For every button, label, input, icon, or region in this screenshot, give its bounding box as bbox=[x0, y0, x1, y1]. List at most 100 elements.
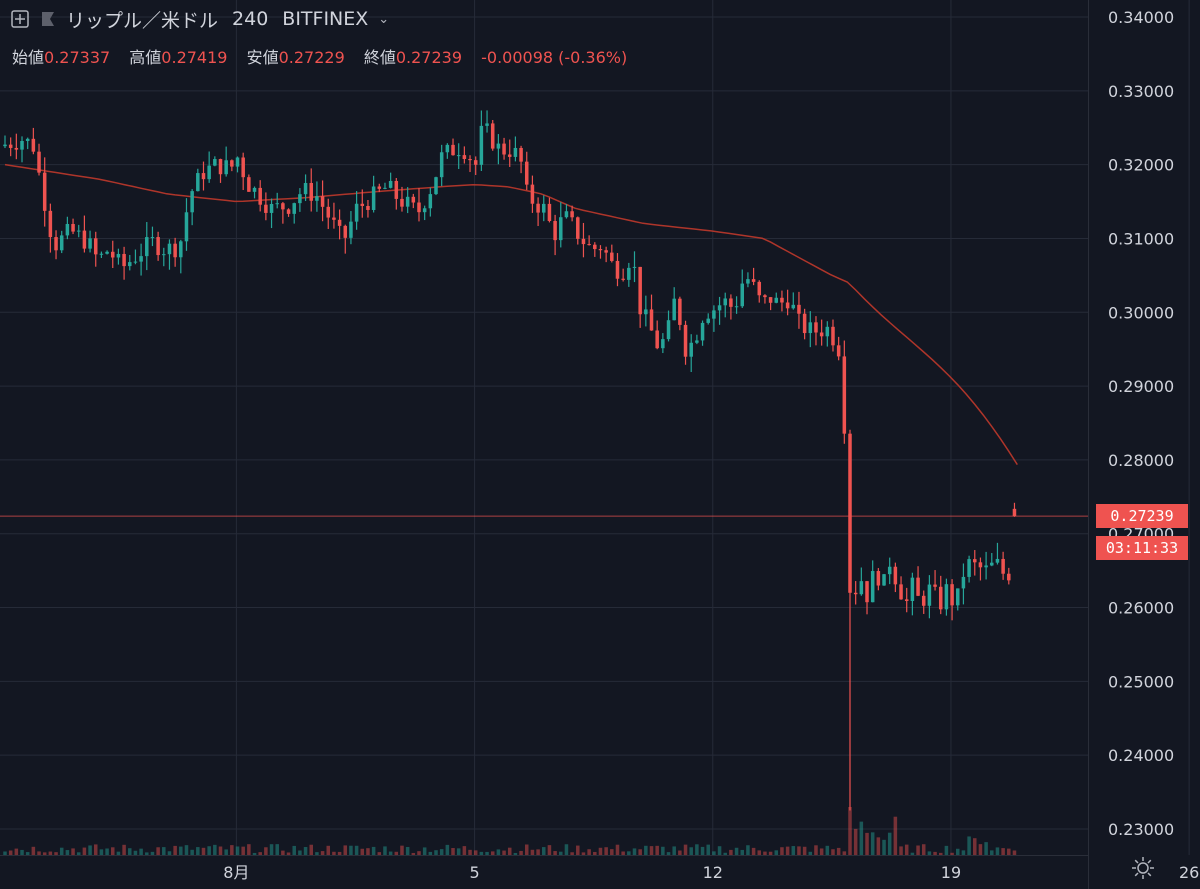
interval[interactable]: 240 bbox=[232, 8, 269, 30]
volume-bar bbox=[882, 839, 886, 855]
volume-bar bbox=[14, 848, 19, 855]
candle-body bbox=[757, 281, 762, 296]
low-label: 安値 bbox=[246, 48, 279, 67]
volume-bar bbox=[961, 850, 966, 855]
candle-body bbox=[740, 283, 745, 307]
candle-body bbox=[621, 278, 625, 280]
candle-body bbox=[201, 173, 206, 180]
volume-bar bbox=[729, 849, 733, 855]
volume-bar bbox=[349, 845, 353, 855]
volume-bar bbox=[990, 850, 994, 855]
volume-bar bbox=[570, 852, 574, 855]
candle-body bbox=[496, 143, 501, 149]
volume-bar bbox=[887, 832, 892, 855]
volume-bar bbox=[610, 849, 614, 855]
candle-body bbox=[59, 235, 64, 251]
candle-body bbox=[468, 158, 472, 161]
candle-body bbox=[921, 595, 926, 606]
candle-body bbox=[235, 157, 240, 167]
volume-bar bbox=[371, 846, 376, 855]
volume-bar bbox=[921, 844, 926, 855]
volume-bar bbox=[264, 847, 268, 855]
candle-body bbox=[950, 584, 954, 606]
flag-icon[interactable] bbox=[38, 9, 58, 29]
y-tick-label: 0.29000 bbox=[1108, 377, 1174, 396]
close-value: 0.27239 bbox=[395, 48, 463, 67]
candle-body bbox=[502, 143, 506, 155]
open-label: 始値 bbox=[12, 48, 45, 67]
volume-bar bbox=[524, 844, 529, 855]
candle-body bbox=[700, 322, 705, 341]
candle-body bbox=[961, 576, 966, 589]
volume-bar bbox=[269, 844, 274, 855]
candle-body bbox=[893, 566, 898, 585]
volume-bar bbox=[434, 850, 438, 855]
candle-body bbox=[581, 238, 586, 245]
candle-body bbox=[598, 249, 603, 251]
candle-body bbox=[944, 584, 949, 610]
volume-bar bbox=[899, 846, 903, 855]
candle-body bbox=[31, 138, 36, 152]
volume-bar bbox=[621, 851, 625, 855]
volume-bar bbox=[286, 852, 291, 855]
candle-body bbox=[332, 217, 336, 220]
candle-body bbox=[831, 326, 835, 346]
volume-bar bbox=[218, 846, 223, 855]
volume-bar bbox=[848, 807, 852, 855]
volume-bar bbox=[3, 851, 7, 855]
volume-bar bbox=[950, 852, 954, 855]
candle-body bbox=[99, 253, 104, 255]
ohlc-legend: 始値0.27337 高値0.27419 安値0.27229 終値0.27239 … bbox=[12, 44, 627, 68]
volume-bar bbox=[20, 849, 24, 855]
candle-body bbox=[780, 297, 784, 303]
settings-sun-icon[interactable] bbox=[1130, 855, 1156, 885]
volume-bar bbox=[598, 847, 603, 855]
volume-bar bbox=[916, 845, 920, 855]
volume-bar bbox=[298, 850, 302, 855]
volume-bar bbox=[247, 844, 251, 855]
candle-body bbox=[882, 574, 886, 586]
chevron-down-icon[interactable]: ⌄ bbox=[378, 11, 390, 27]
volume-bar bbox=[65, 850, 70, 855]
volume-bar bbox=[865, 832, 869, 855]
candle-body bbox=[791, 304, 796, 309]
candle-body bbox=[218, 159, 223, 175]
candle-body bbox=[315, 196, 319, 201]
volume-bar bbox=[281, 850, 285, 855]
candle-body bbox=[995, 558, 1000, 563]
volume-bar bbox=[320, 851, 325, 855]
candle-body bbox=[264, 204, 268, 213]
candle-body bbox=[445, 144, 450, 153]
volume-bar bbox=[133, 850, 138, 855]
candle-body bbox=[848, 433, 852, 593]
volume-bar bbox=[666, 852, 671, 855]
candle-body bbox=[683, 324, 688, 357]
volume-bar bbox=[819, 848, 824, 855]
candle-body bbox=[150, 237, 155, 239]
candle-body bbox=[417, 202, 421, 213]
volume-bar bbox=[723, 852, 727, 855]
volume-bar bbox=[315, 852, 319, 855]
candle-body bbox=[632, 266, 637, 268]
candle-body bbox=[916, 577, 920, 596]
candle-body bbox=[207, 165, 211, 180]
candle-body bbox=[252, 187, 257, 192]
candle-body bbox=[366, 205, 370, 210]
candle-body bbox=[128, 262, 132, 267]
symbol-name[interactable]: リップル／米ドル bbox=[66, 9, 219, 32]
candle-body bbox=[122, 253, 126, 267]
candle-body bbox=[672, 298, 676, 321]
add-symbol-icon[interactable] bbox=[10, 9, 30, 29]
candle-body bbox=[451, 144, 455, 156]
y-tick-label: 0.23000 bbox=[1108, 820, 1174, 839]
exchange[interactable]: BITFINEX bbox=[282, 8, 369, 30]
volume-bar bbox=[513, 852, 518, 855]
volume-bar bbox=[8, 850, 13, 855]
candle-body bbox=[933, 584, 937, 587]
volume-bar bbox=[354, 845, 359, 855]
candle-body bbox=[167, 243, 172, 255]
candle-body bbox=[258, 187, 262, 205]
volume-bar bbox=[734, 847, 739, 855]
x-tick-label: 26 bbox=[1179, 863, 1199, 882]
